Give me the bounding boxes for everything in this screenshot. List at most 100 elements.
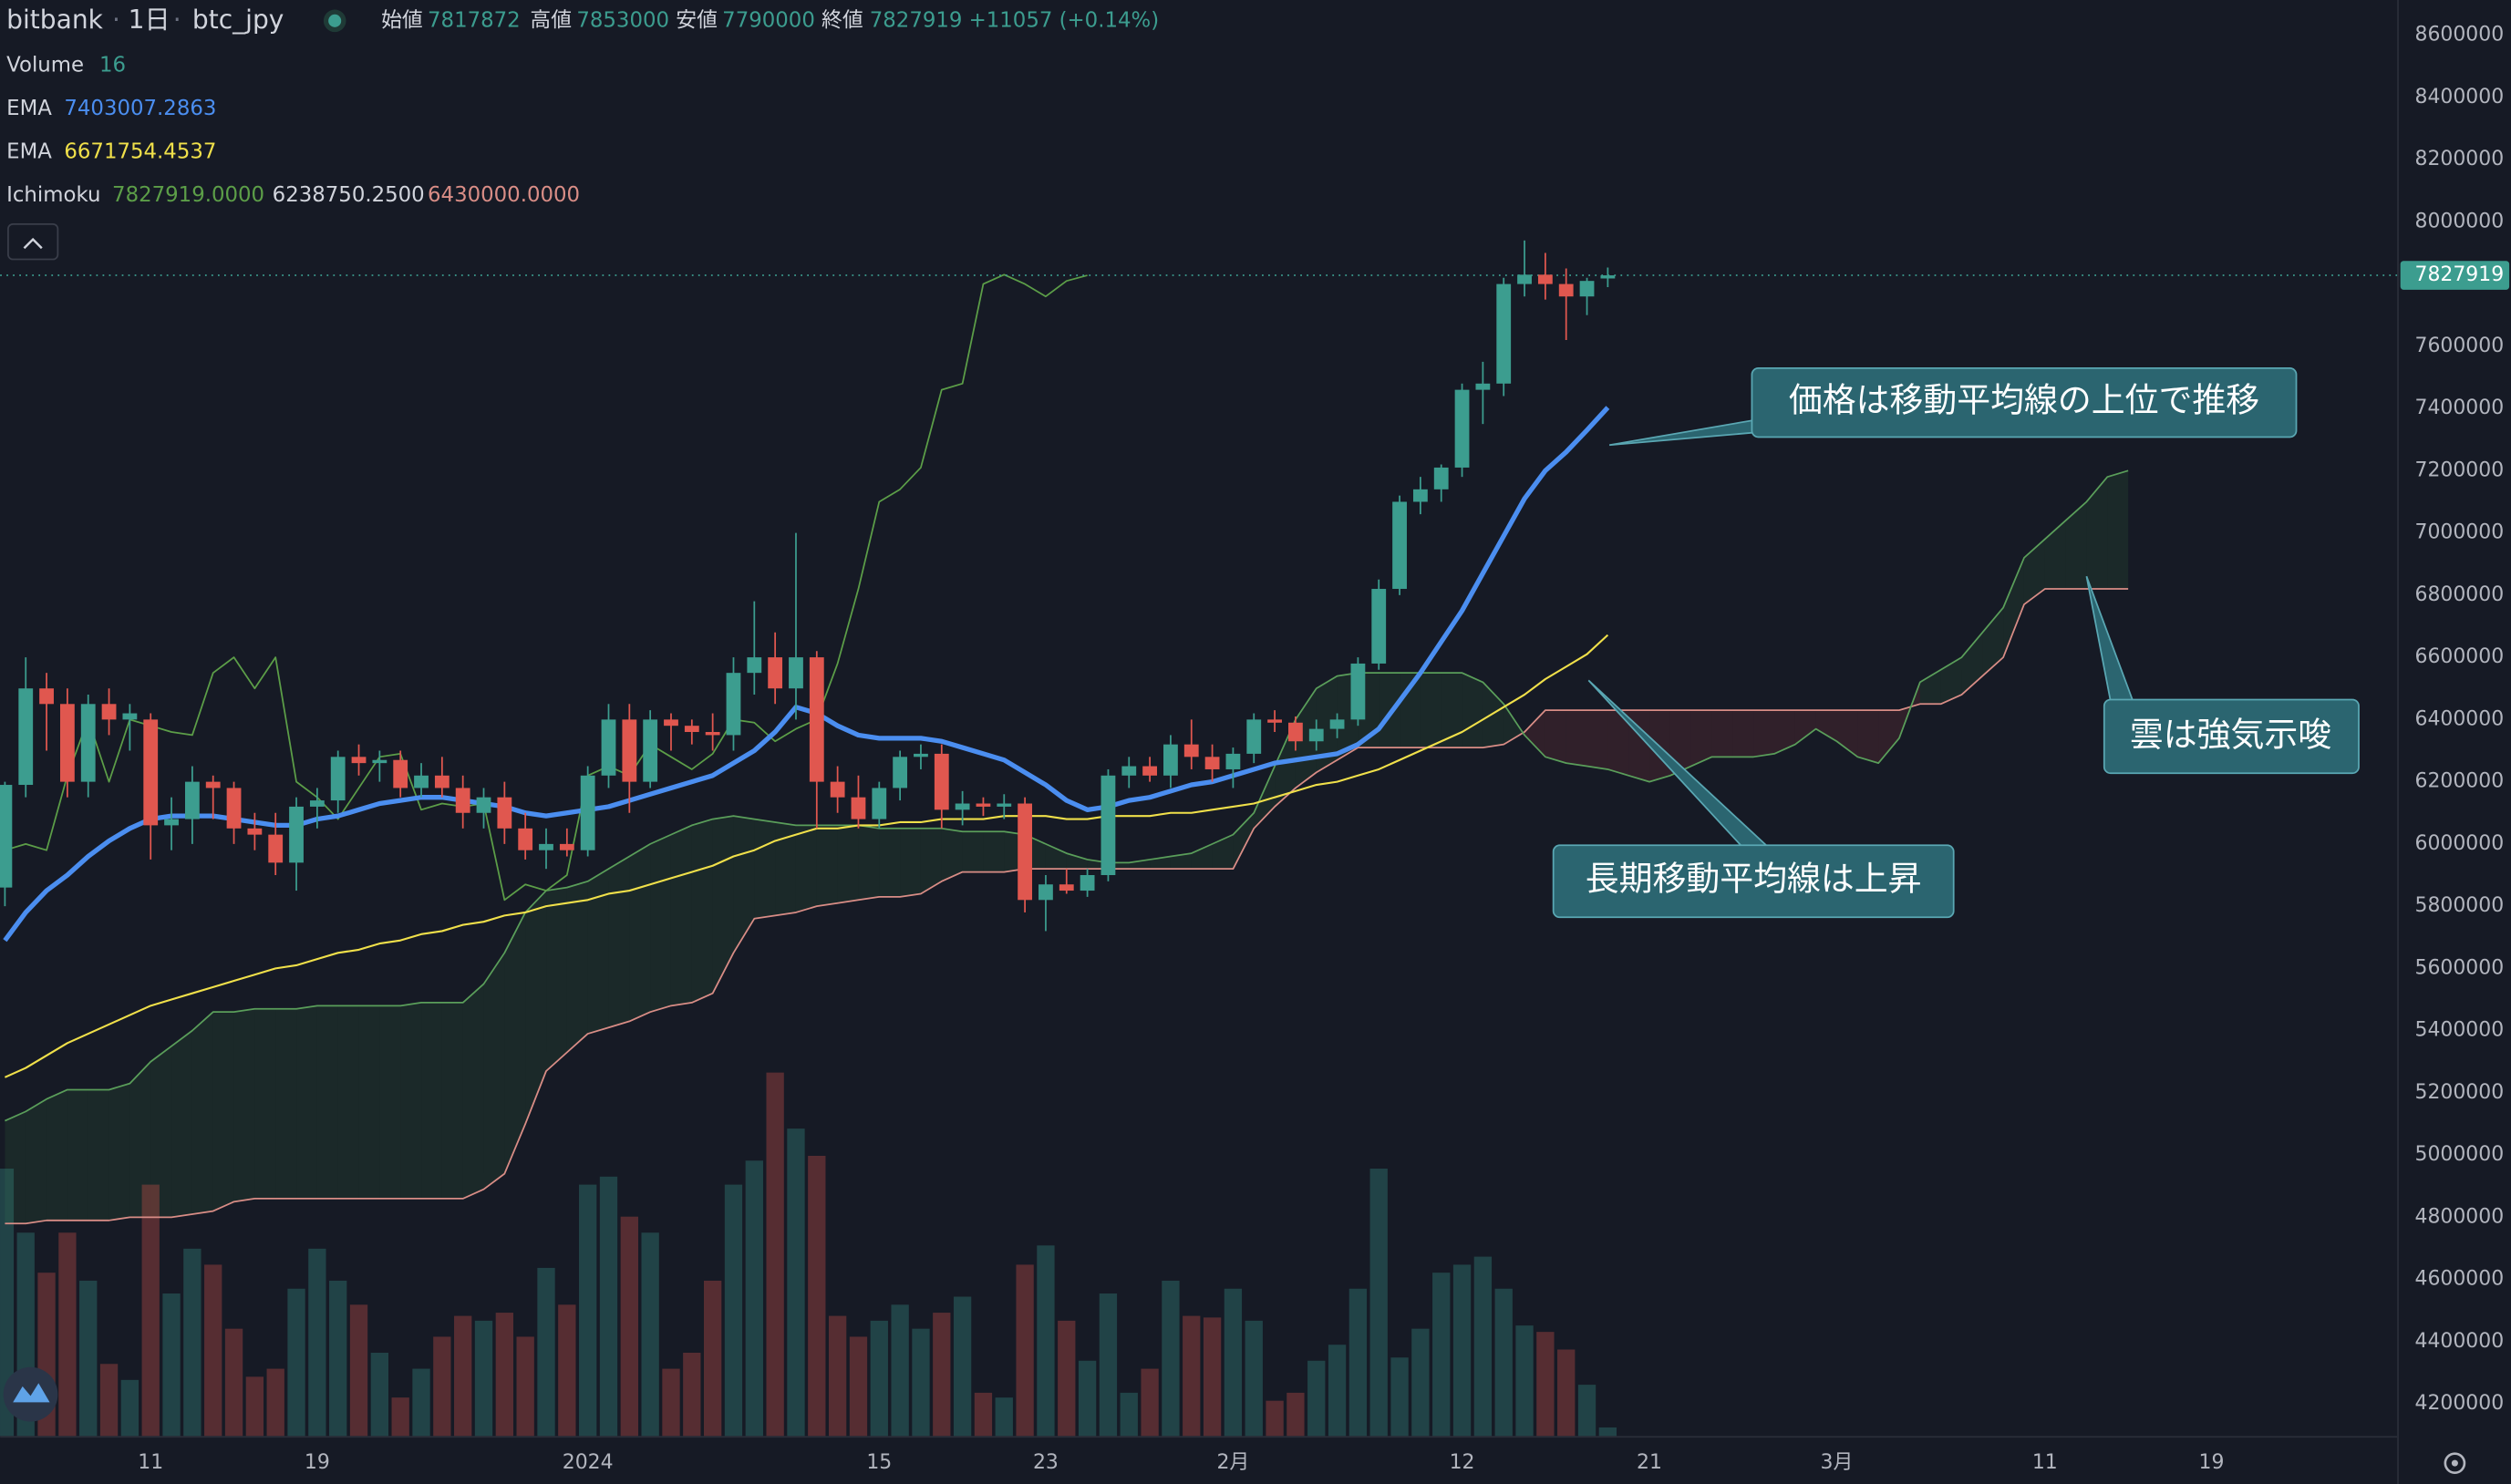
candle-body xyxy=(1537,274,1553,284)
y-tick-label: 6000000 xyxy=(2414,832,2504,855)
candle-body xyxy=(684,726,699,733)
logo-mark[interactable] xyxy=(13,1383,50,1403)
volume-value: 16 xyxy=(99,54,126,77)
cloud-segment xyxy=(483,953,505,1190)
collapse-button[interactable] xyxy=(7,222,59,261)
logo[interactable] xyxy=(3,1366,58,1422)
cloud-segment xyxy=(296,1005,317,1199)
volume-bar xyxy=(1141,1368,1159,1437)
candle-body xyxy=(1454,389,1470,468)
cloud-segment xyxy=(1066,853,1088,870)
cloud-segment xyxy=(608,856,630,1028)
x-tick-label: 21 xyxy=(1637,1451,1662,1474)
volume-bar xyxy=(1037,1245,1055,1437)
collapse-button-frame[interactable] xyxy=(7,222,59,261)
settings-icon-center[interactable] xyxy=(2451,1459,2458,1467)
volume-bar xyxy=(370,1352,389,1437)
low-label: 安値 xyxy=(676,8,718,32)
cloud-segment xyxy=(1045,843,1067,870)
cloud-segment xyxy=(1690,710,1712,767)
collapse-icon[interactable] xyxy=(23,237,43,250)
volume-bar xyxy=(1224,1288,1243,1437)
candle-body xyxy=(1142,766,1157,776)
volume-bar xyxy=(1515,1325,1534,1437)
candle-body xyxy=(1412,489,1428,502)
y-tick-label: 4800000 xyxy=(2414,1205,2504,1228)
volume-bar xyxy=(891,1304,909,1437)
callout-text: 長期移動平均線は上昇 xyxy=(1586,859,1922,898)
candle-body xyxy=(559,843,574,850)
cloud-segment xyxy=(775,821,796,916)
cloud-segment xyxy=(379,1005,401,1199)
y-tick-label: 5600000 xyxy=(2414,956,2504,979)
volume-bar xyxy=(349,1304,368,1437)
candle-body xyxy=(476,797,491,813)
volume-bar xyxy=(1348,1288,1368,1437)
cloud-segment xyxy=(1919,669,1941,705)
y-tick-label: 8400000 xyxy=(2414,86,2504,108)
volume-bar xyxy=(0,1169,15,1437)
candle-body xyxy=(1392,501,1407,590)
cloud-segment xyxy=(2023,539,2045,605)
candle-body xyxy=(497,797,512,829)
cloud-segment xyxy=(1753,710,1775,757)
settings-button[interactable] xyxy=(2444,1452,2466,1475)
candle-body xyxy=(601,719,616,776)
candle-body xyxy=(205,781,221,788)
cloud-segment xyxy=(816,825,838,907)
volume-bar xyxy=(745,1160,763,1437)
cloud-segment xyxy=(129,1061,151,1218)
candle-body xyxy=(393,759,408,788)
volume xyxy=(0,1072,1617,1437)
candle-body xyxy=(768,657,783,689)
x-tick-label: 19 xyxy=(2198,1451,2224,1474)
candle-body xyxy=(59,704,75,782)
volume-bar xyxy=(703,1280,722,1437)
candle-body xyxy=(1517,274,1532,284)
cloud-segment xyxy=(629,843,651,1022)
candle-body xyxy=(539,843,553,850)
cloud-segment xyxy=(337,1005,359,1199)
volume-bar xyxy=(99,1364,119,1437)
cloud-segment xyxy=(1129,859,1151,870)
cloud-segment xyxy=(941,828,963,881)
settings-icon[interactable] xyxy=(2444,1452,2466,1475)
cloud-segment xyxy=(733,816,755,953)
volume-bar xyxy=(245,1376,264,1437)
candle-body xyxy=(809,657,824,782)
candle-body xyxy=(1246,719,1262,754)
candle-body xyxy=(789,657,803,689)
x-tick-label: 11 xyxy=(138,1451,163,1474)
candle-body xyxy=(518,828,533,850)
candle-body xyxy=(1225,753,1241,769)
y-tick-label: 6600000 xyxy=(2414,645,2504,668)
cloud-segment xyxy=(400,1002,422,1199)
volume-bar xyxy=(558,1304,576,1437)
close-value: 7827919 xyxy=(870,8,963,32)
cloud-segment xyxy=(1711,710,1733,757)
candle-body xyxy=(997,803,1012,807)
cloud-segment xyxy=(421,1002,442,1199)
volume-bar xyxy=(662,1368,680,1437)
separator: · xyxy=(112,5,120,35)
volume-bar xyxy=(120,1379,140,1437)
cloud-segment xyxy=(1878,710,1899,764)
current-price-label: 7827919 xyxy=(2414,263,2504,286)
volume-bar xyxy=(1307,1360,1326,1437)
candle-body xyxy=(39,688,54,705)
volume-bar xyxy=(1016,1264,1034,1437)
candle-body xyxy=(1267,719,1282,723)
cloud-segment xyxy=(1586,710,1608,769)
cloud-segment xyxy=(316,1005,338,1199)
cloud-segment xyxy=(1316,675,1338,773)
logo-badge[interactable] xyxy=(3,1366,58,1422)
volume-bar xyxy=(412,1368,430,1437)
ichimoku-span-b xyxy=(5,588,2129,1225)
ichimoku-label: Ichimoku xyxy=(6,183,100,207)
callout-box xyxy=(1751,367,2298,438)
interval: 1日 xyxy=(129,5,170,35)
callout: 長期移動平均線は上昇 xyxy=(1552,679,1955,919)
candle-body xyxy=(1121,766,1137,776)
callout-box xyxy=(1552,844,1955,919)
